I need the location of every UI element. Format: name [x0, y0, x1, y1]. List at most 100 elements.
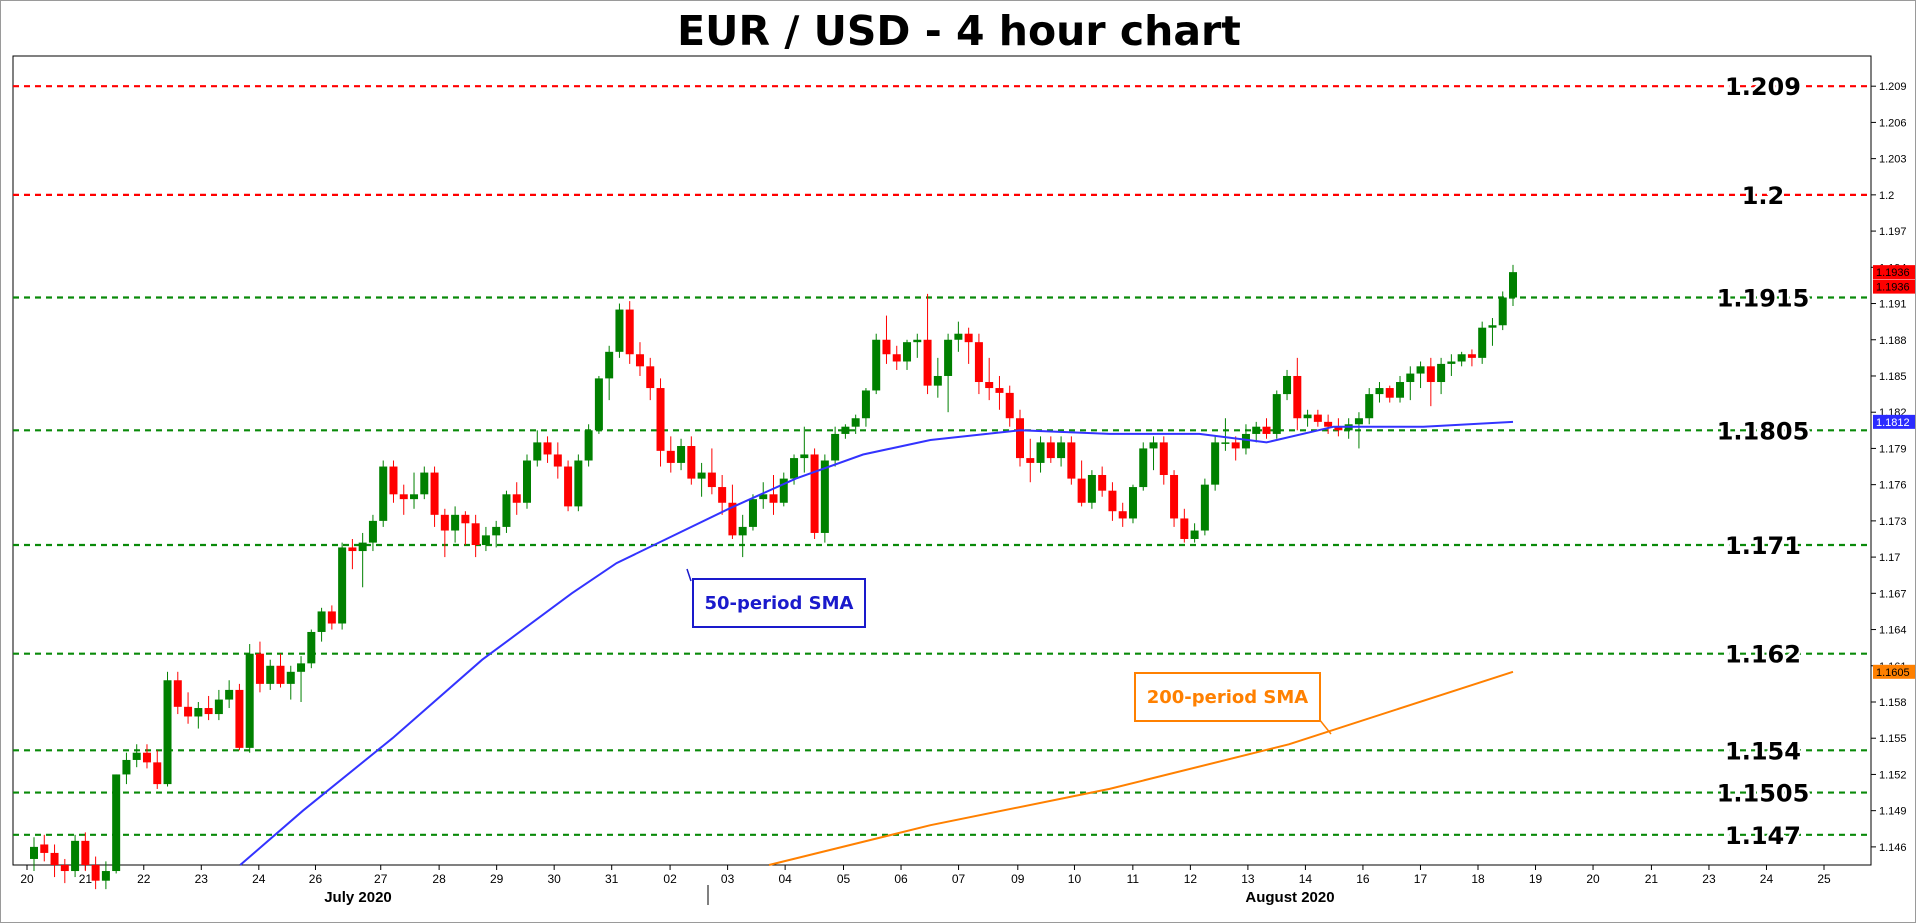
candle-body	[492, 526, 501, 536]
candle-body	[687, 446, 696, 479]
candle-body	[71, 840, 80, 872]
candle-body	[1211, 442, 1220, 485]
x-tick-label: 21	[1645, 872, 1659, 886]
x-tick-label: 25	[1817, 872, 1831, 886]
y-tick-label: 1.146	[1879, 842, 1907, 854]
candle-body	[964, 333, 973, 343]
candle-body	[1396, 382, 1405, 398]
candle-body	[1262, 426, 1271, 434]
candle-body	[1272, 394, 1281, 434]
x-tick-label: 11	[1127, 872, 1140, 886]
candle-body	[656, 388, 665, 451]
support-level-label: 1.1915	[1717, 284, 1810, 312]
candle-body	[933, 375, 942, 386]
candle-body	[276, 665, 285, 684]
chart-title: EUR / USD - 4 hour chart	[677, 7, 1241, 55]
candle-body	[173, 680, 182, 707]
candle-body	[605, 351, 614, 379]
month-label-august: August 2020	[1245, 889, 1334, 906]
candle-body	[1293, 375, 1302, 419]
x-tick-label: 31	[605, 872, 619, 886]
x-tick-label: 26	[309, 872, 323, 886]
x-tick-label: 21	[79, 872, 93, 886]
y-tick-label: 1.191	[1879, 299, 1907, 311]
candle-body	[451, 514, 460, 531]
candle-body	[1046, 442, 1055, 459]
candle-body	[420, 472, 429, 495]
candle-body	[831, 433, 840, 461]
y-tick-label: 1.149	[1879, 806, 1907, 818]
y-tick-label: 1.158	[1879, 697, 1907, 709]
candle-body	[266, 665, 275, 684]
x-tick-label: 13	[1241, 872, 1255, 886]
candle-body	[635, 354, 644, 367]
price-tag-label: 1.1605	[1876, 667, 1910, 679]
candle-body	[410, 494, 419, 500]
resistance-level-label: 1.2	[1742, 182, 1785, 210]
price-tag	[1873, 664, 1915, 679]
y-tick-label: 1.185	[1879, 371, 1907, 383]
candle-body	[163, 680, 172, 785]
sma50-callout-pointer	[686, 568, 692, 582]
sma50-callout: 50-period SMA	[692, 578, 866, 628]
candle-body	[820, 460, 829, 533]
sma50-line	[239, 420, 1514, 866]
x-tick-label: 10	[1068, 872, 1082, 886]
y-tick-label: 1.167	[1879, 588, 1907, 600]
candle-body	[1478, 327, 1487, 358]
y-tick-label: 1.179	[1879, 443, 1907, 455]
candle-body	[389, 466, 398, 495]
support-level-label: 1.1505	[1717, 780, 1810, 808]
candle-body	[995, 388, 1004, 393]
plot-area	[12, 55, 1872, 866]
x-tick-label: 29	[490, 872, 504, 886]
candle-body	[1221, 442, 1230, 444]
candle-body	[1067, 442, 1076, 479]
candle-body	[625, 309, 634, 355]
candle-body	[368, 520, 377, 543]
price-tag	[1873, 414, 1915, 429]
candle-body	[440, 514, 449, 531]
support-level-label: 1.154	[1725, 737, 1801, 765]
candle-body	[1005, 392, 1014, 419]
candle-body	[564, 466, 573, 507]
candle-body	[1180, 518, 1189, 539]
candle-body	[1139, 448, 1148, 488]
candle-body	[974, 342, 983, 383]
candle-body	[101, 871, 110, 881]
candle-body	[502, 494, 511, 527]
candle-body	[1118, 511, 1127, 519]
candle-body	[543, 442, 552, 455]
candle-body	[810, 454, 819, 533]
candle-body	[728, 502, 737, 536]
candle-body	[1385, 388, 1394, 398]
candle-body	[533, 442, 542, 461]
candle-body	[225, 689, 234, 700]
candle-body	[851, 418, 860, 427]
candle-body	[379, 466, 388, 521]
candle-body	[1036, 442, 1045, 463]
candle-body	[718, 487, 727, 503]
x-tick-label: 14	[1299, 872, 1313, 886]
support-level-label: 1.171	[1725, 532, 1801, 560]
candle-body	[1447, 361, 1456, 364]
candle-body	[348, 547, 357, 552]
y-tick-label: 1.2	[1879, 190, 1894, 202]
candle-body	[1159, 442, 1168, 475]
candle-body	[584, 430, 593, 461]
candle-body	[574, 460, 583, 507]
candle-body	[338, 547, 347, 624]
candle-body	[1128, 487, 1137, 519]
x-tick-label: 19	[1529, 872, 1543, 886]
candle-body	[1498, 297, 1507, 326]
candle-body	[779, 478, 788, 503]
y-tick-label: 1.152	[1879, 769, 1907, 781]
candle-body	[800, 454, 809, 459]
x-tick-label: 20	[20, 872, 34, 886]
candle-body	[255, 653, 264, 684]
candle-body	[1365, 394, 1374, 419]
candle-body	[153, 762, 162, 785]
candle-body	[1313, 414, 1322, 422]
price-tag-label: 1.1936	[1876, 282, 1910, 294]
candle-body	[1283, 375, 1292, 395]
